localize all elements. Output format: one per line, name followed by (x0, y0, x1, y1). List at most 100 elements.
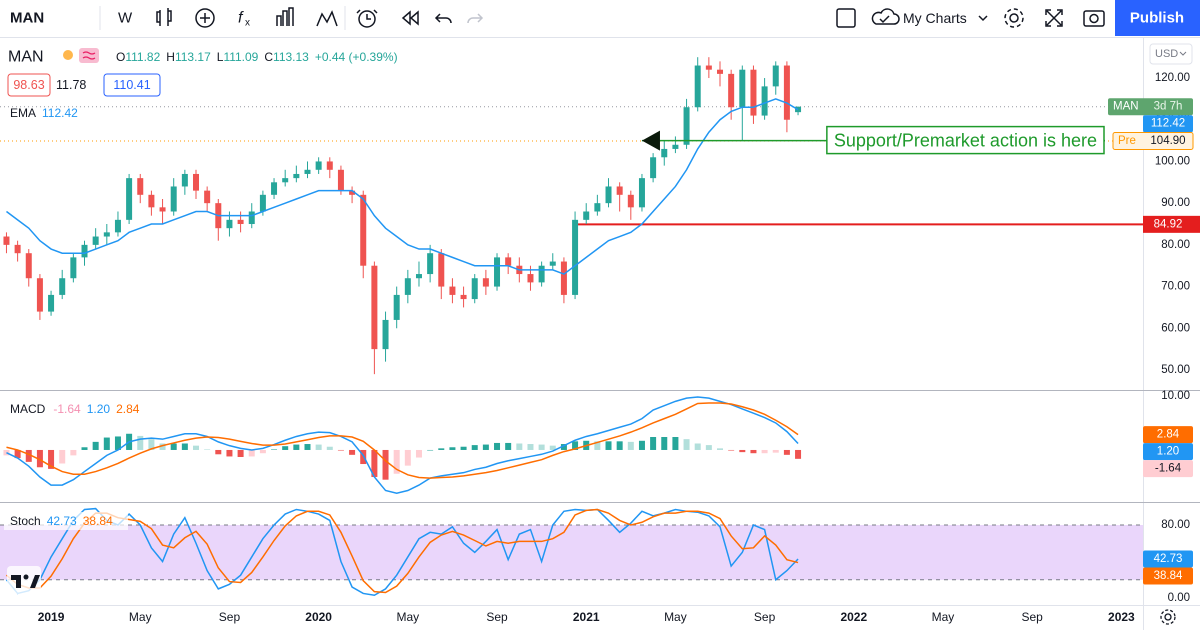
macd-legend-name: MACD (10, 402, 46, 416)
interval-button[interactable]: W (118, 10, 133, 27)
price-pane: Support/Premarket action is here (0, 57, 1143, 375)
candle-body (326, 161, 333, 170)
candle-body (694, 65, 701, 108)
macd-histogram-bar (59, 449, 66, 464)
y-tick-label: 80.00 (1161, 239, 1190, 251)
undo-icon[interactable] (434, 13, 452, 24)
macd-histogram-bar (70, 449, 77, 456)
publish-button[interactable] (1115, 0, 1200, 36)
macd-histogram-bar (92, 441, 99, 450)
macd-histogram-bar (193, 445, 200, 450)
candle-body (159, 207, 166, 212)
x-tick-label: May (129, 610, 152, 624)
settings-icon[interactable] (1004, 8, 1024, 28)
candle-body (661, 148, 668, 158)
candle-body (672, 144, 679, 149)
bars-icon[interactable] (276, 7, 294, 26)
candle-body (3, 236, 10, 245)
macd-histogram-bar (271, 449, 278, 450)
candle-body (337, 169, 344, 191)
candle-type-icon[interactable] (156, 8, 172, 26)
macd-histogram-bar (282, 446, 289, 450)
macd-histogram-bar (460, 446, 467, 450)
stoch-k-axis-label: 42.73 (1154, 553, 1183, 565)
x-tick-label: 2022 (840, 610, 867, 624)
time-settings-icon[interactable] (1160, 609, 1176, 625)
macd-histogram-bar (148, 439, 155, 450)
macd-histogram-bar (36, 449, 43, 468)
macd-histogram-bar (572, 441, 579, 450)
macd-histogram-bar (672, 437, 679, 450)
macd-histogram-bar (371, 449, 378, 477)
replay-icon[interactable] (401, 10, 419, 26)
last-price-tag-bg (1108, 98, 1193, 116)
compare-icon[interactable] (316, 10, 338, 27)
fullscreen-icon[interactable] (1045, 9, 1063, 27)
candle-body (538, 265, 545, 283)
candle-body (103, 232, 110, 237)
macd-histogram-bar (516, 443, 523, 450)
macd-histogram-bar (627, 441, 634, 450)
snapshot-icon[interactable] (1083, 10, 1105, 27)
ohlc-value: 113.13 (273, 50, 309, 64)
x-tick-label: 2023 (1108, 610, 1135, 624)
macd-histogram-bar (114, 436, 121, 450)
y-tick-label: 60.00 (1161, 322, 1190, 334)
svg-text:f: f (238, 10, 244, 27)
macd-histogram-bar (482, 444, 489, 450)
my-charts-button[interactable]: My Charts (871, 8, 988, 26)
macd-histogram-bar (137, 435, 144, 450)
macd-histogram-bar (694, 443, 701, 450)
annotation-arrow (641, 130, 660, 151)
stoch-d-axis-label-bg (1143, 567, 1193, 585)
macd-histogram-bar (538, 444, 545, 450)
signal-axis-label-bg (1143, 426, 1193, 444)
candle-body (170, 186, 177, 212)
macd-histogram-bar (259, 449, 266, 454)
redo-icon[interactable] (467, 13, 484, 24)
currency-button[interactable] (1149, 43, 1193, 65)
macd-histogram-bar (527, 444, 534, 450)
macd-histogram-bar (494, 442, 501, 450)
candle-body (728, 73, 735, 108)
indicators-icon[interactable] (195, 8, 215, 28)
macd-legend-macd: 1.20 (87, 402, 111, 416)
macd-histogram-bar (605, 441, 612, 450)
my-charts-label[interactable]: My Charts (903, 10, 967, 26)
candle-body (304, 169, 311, 174)
candle-body (126, 178, 133, 220)
stoch-d-line (5, 508, 799, 594)
x-tick-label: Sep (1021, 610, 1043, 624)
symbol-button[interactable]: MAN (10, 10, 44, 27)
candle-body (360, 194, 367, 266)
currency-label[interactable]: USD (1155, 48, 1178, 60)
candle-body (148, 194, 155, 208)
macd-axis-label: 1.20 (1157, 446, 1179, 458)
macd-legend-signal: 2.84 (116, 402, 140, 416)
layout-icon[interactable] (836, 8, 856, 28)
macd-axis-label-bg (1143, 443, 1193, 461)
macd-histogram-bar (14, 449, 21, 459)
macd-histogram-bar (783, 449, 790, 455)
macd-histogram-bar (505, 442, 512, 450)
macd-histogram-bar (415, 449, 422, 458)
stoch-legend-name: Stoch (10, 514, 41, 528)
macd-histogram-bar (215, 449, 222, 455)
candle-body (438, 253, 445, 287)
candle-body (92, 236, 99, 245)
macd-line (6, 396, 799, 494)
candle-body (650, 157, 657, 179)
candle-body (772, 65, 779, 87)
ema-axis-label: 112.42 (1151, 118, 1185, 130)
candle-body (48, 294, 55, 312)
stoch-d-axis-label: 38.84 (1154, 570, 1183, 582)
macd-histogram-bar (315, 444, 322, 450)
candle-body (349, 190, 356, 195)
publish-label[interactable]: Publish (1130, 10, 1184, 27)
candle-body (371, 265, 378, 350)
candle-body (494, 257, 501, 287)
alert-icon[interactable] (356, 9, 378, 28)
macd-histogram-bar (427, 449, 434, 451)
macd-histogram-bar (761, 449, 768, 454)
